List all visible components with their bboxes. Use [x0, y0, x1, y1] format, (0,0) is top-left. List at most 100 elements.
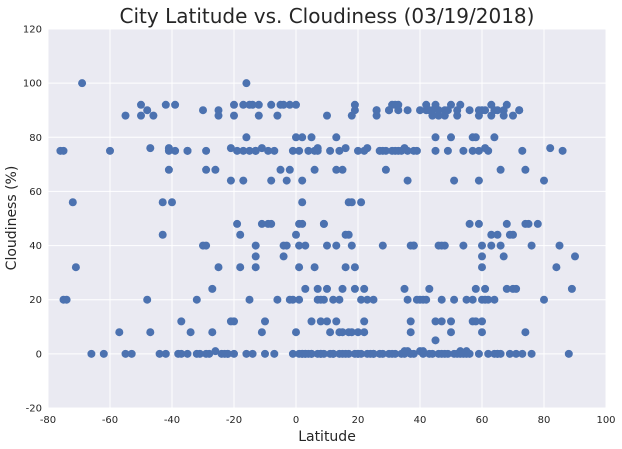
data-point — [335, 295, 344, 304]
data-point — [447, 317, 455, 326]
data-point — [230, 317, 238, 326]
data-point — [295, 241, 304, 250]
data-point — [403, 176, 412, 185]
y-tick-labels: -20 0 20 40 60 80 100 120 — [23, 25, 42, 415]
data-point — [62, 295, 71, 304]
data-point — [242, 79, 251, 88]
data-point — [533, 219, 542, 228]
y-tick-label: 60 — [29, 187, 42, 198]
data-point — [245, 295, 254, 304]
data-point — [239, 176, 248, 185]
data-point — [350, 263, 359, 272]
data-point — [403, 106, 412, 115]
x-tick-label: -40 — [164, 415, 180, 426]
data-point — [499, 111, 508, 120]
data-point — [425, 284, 434, 293]
data-point — [431, 146, 440, 155]
data-point — [288, 349, 297, 358]
data-point — [493, 106, 502, 115]
data-point — [99, 349, 108, 358]
data-point — [230, 111, 238, 120]
data-point — [369, 349, 378, 358]
data-point — [158, 230, 167, 239]
data-point — [316, 317, 325, 326]
data-point — [471, 317, 480, 326]
data-point — [521, 165, 530, 174]
data-point — [481, 106, 490, 115]
data-point — [487, 230, 496, 239]
x-tick-label: -60 — [102, 415, 118, 426]
data-point — [211, 347, 220, 356]
data-point — [254, 111, 263, 120]
x-tick-label: 20 — [352, 415, 365, 426]
data-point — [68, 198, 77, 207]
data-points — [56, 79, 579, 358]
data-point — [313, 284, 322, 293]
data-point — [478, 241, 486, 250]
data-point — [502, 284, 511, 293]
data-point — [205, 349, 214, 358]
data-point — [350, 284, 359, 293]
data-point — [164, 144, 173, 153]
data-point — [127, 349, 136, 358]
data-point — [502, 219, 511, 228]
x-tick-labels: -80 -60 -40 -20 0 20 40 60 80 100 — [40, 415, 616, 426]
data-point — [354, 146, 362, 155]
data-point — [295, 146, 304, 155]
data-point — [319, 349, 328, 358]
x-tick-label: -20 — [226, 415, 242, 426]
data-point — [195, 349, 204, 358]
data-point — [509, 111, 517, 120]
data-point — [319, 295, 328, 304]
data-point — [474, 349, 483, 358]
data-point — [323, 317, 331, 326]
data-point — [406, 317, 415, 326]
data-point — [450, 176, 459, 185]
data-point — [59, 146, 68, 155]
y-tick-label: 0 — [36, 349, 42, 360]
data-point — [431, 336, 440, 345]
data-point — [307, 349, 316, 358]
data-point — [471, 133, 480, 142]
data-point — [335, 146, 344, 155]
data-point — [233, 146, 242, 155]
data-point — [310, 263, 319, 272]
data-point — [400, 284, 409, 293]
data-point — [468, 295, 477, 304]
data-point — [360, 328, 369, 337]
data-point — [338, 284, 347, 293]
data-point — [288, 295, 297, 304]
data-point — [347, 241, 356, 250]
data-point — [428, 111, 437, 120]
plot-background — [48, 29, 606, 408]
data-point — [239, 100, 248, 109]
data-point — [422, 295, 431, 304]
data-point — [267, 176, 276, 185]
data-point — [456, 100, 465, 109]
data-point — [558, 146, 567, 155]
data-point — [518, 349, 527, 358]
data-point — [161, 100, 170, 109]
data-point — [183, 349, 192, 358]
data-point — [409, 349, 418, 358]
data-point — [338, 328, 347, 337]
data-point — [571, 252, 579, 261]
data-point — [496, 241, 505, 250]
data-point — [87, 349, 96, 358]
data-point — [279, 252, 288, 261]
data-point — [540, 176, 548, 185]
data-point — [502, 100, 511, 109]
data-point — [214, 263, 223, 272]
data-point — [251, 146, 260, 155]
data-point — [298, 219, 307, 228]
data-point — [419, 349, 428, 358]
data-point — [161, 349, 170, 358]
data-point — [338, 165, 347, 174]
data-point — [199, 106, 207, 115]
data-point — [540, 295, 548, 304]
data-point — [236, 263, 245, 272]
data-point — [521, 328, 530, 337]
data-point — [509, 230, 517, 239]
data-point — [357, 198, 366, 207]
